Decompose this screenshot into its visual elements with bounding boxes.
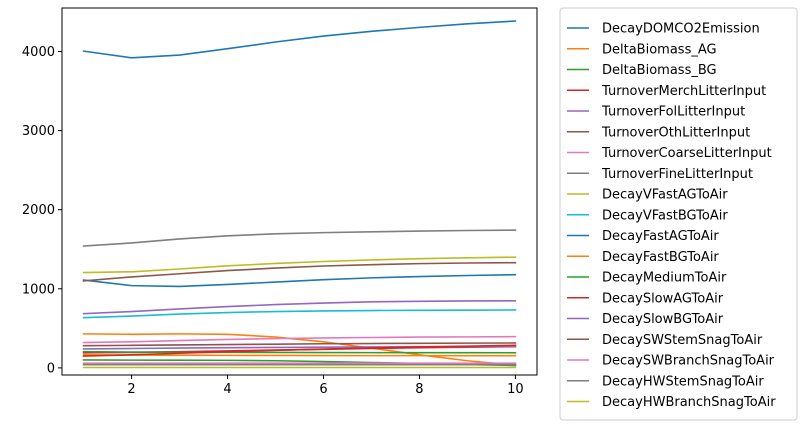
x-tick-label: 4 [223,382,231,397]
y-tick-label: 3000 [22,124,55,139]
legend-label-2: DeltaBiomass_BG [602,63,717,78]
series-line-14 [82,300,517,315]
y-axis: 0 1000 2000 3000 4000 [22,45,62,376]
legend-label-7: TurnoverFineLitterInput [601,167,753,182]
series-line-0 [82,20,517,59]
legend-frame [559,7,798,421]
series-lines [82,20,517,369]
series-line-10 [82,273,517,288]
legend-label-8: DecayVFastAGToAir [602,188,728,203]
x-tick-label: 10 [507,382,524,397]
legend-label-1: DeltaBiomass_AG [602,42,717,57]
y-tick-label: 4000 [22,45,55,60]
x-tick-label: 6 [319,382,327,397]
legend-label-6: TurnoverCoarseLitterInput [601,146,772,161]
series-line-1 [82,333,517,366]
legend-label-4: TurnoverFolLitterInput [601,105,745,120]
legend-label-9: DecayVFastBGToAir [602,208,728,223]
series-line-7 [82,229,517,247]
series-line-6 [82,335,517,344]
legend-label-14: DecaySlowBGToAir [602,312,724,327]
series-line-9 [82,309,517,319]
legend-label-16: DecaySWBranchSnagToAir [602,354,775,369]
legend-label-17: DecayHWStemSnagToAir [602,374,764,389]
legend-label-15: DecaySWStemSnagToAir [602,333,763,348]
series-line-8 [82,256,517,274]
legend-label-18: DecayHWBranchSnagToAir [602,395,776,410]
legend: DecayDOMCO2Emission DeltaBiomass_AG DeltaB… [559,7,798,421]
legend-label-10: DecayFastAGToAir [602,229,719,244]
y-tick-label: 1000 [22,282,55,297]
legend-label-12: DecayMediumToAir [602,271,727,286]
legend-label-0: DecayDOMCO2Emission [602,22,760,37]
series-line-5 [82,342,517,347]
legend-label-5: TurnoverOthLitterInput [601,125,750,140]
y-tick-label: 0 [47,361,55,376]
x-tick-label: 2 [127,382,135,397]
plot-frame [61,7,538,376]
series-line-12 [82,350,517,354]
series-line-11 [82,354,517,357]
series-line-15 [82,261,517,282]
x-tick-label: 8 [415,382,423,397]
legend-label-11: DecayFastBGToAir [602,250,719,265]
legend-label-13: DecaySlowAGToAir [602,291,724,306]
x-axis: 2 4 6 8 10 [127,375,524,397]
series-line-13 [82,344,517,357]
y-tick-label: 2000 [22,203,55,218]
legend-label-3: TurnoverMerchLitterInput [601,84,766,99]
